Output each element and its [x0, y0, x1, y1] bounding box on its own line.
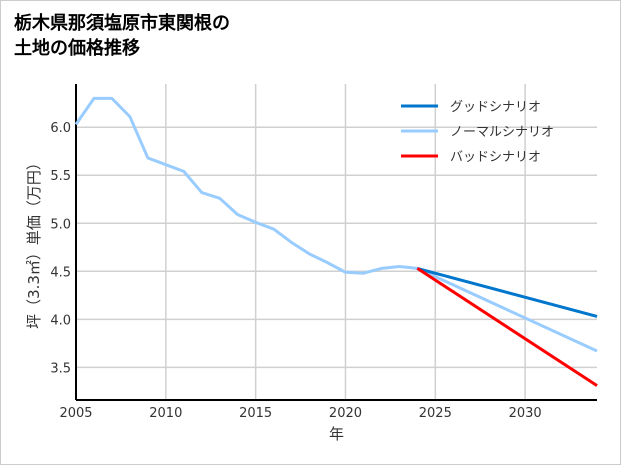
series-line-2 [74, 96, 598, 353]
y-tick-label: 5.0 [50, 217, 71, 232]
x-tick-label: 2020 [329, 406, 362, 421]
y-tick-label: 4.0 [50, 313, 71, 328]
x-tick-label: 2010 [149, 406, 182, 421]
y-tick-label: 4.5 [50, 265, 71, 280]
y-tick-label: 5.5 [50, 169, 71, 184]
chart-title: 栃木県那須塩原市東関根の 土地の価格推移 [14, 11, 230, 61]
y-tick-label: 6.0 [50, 121, 71, 136]
x-tick-label: 2005 [59, 406, 92, 421]
x-tick-label: 2015 [239, 406, 272, 421]
x-tick-label: 2030 [509, 406, 542, 421]
x-tick-label: 2025 [419, 406, 452, 421]
legend-label: ノーマルシナリオ [450, 125, 554, 140]
legend-label: グッドシナリオ [450, 100, 541, 115]
series-line-3 [416, 267, 598, 387]
y-tick-label: 3.5 [50, 361, 71, 376]
y-axis-label: 坪（3.3㎡）単価（万円） [25, 155, 43, 329]
title-line-2: 土地の価格推移 [14, 38, 140, 59]
legend-label: バッドシナリオ [450, 150, 541, 165]
title-line-1: 栃木県那須塩原市東関根の [14, 13, 230, 34]
x-axis-label: 年 [329, 425, 344, 443]
series-line-1 [416, 266, 598, 318]
